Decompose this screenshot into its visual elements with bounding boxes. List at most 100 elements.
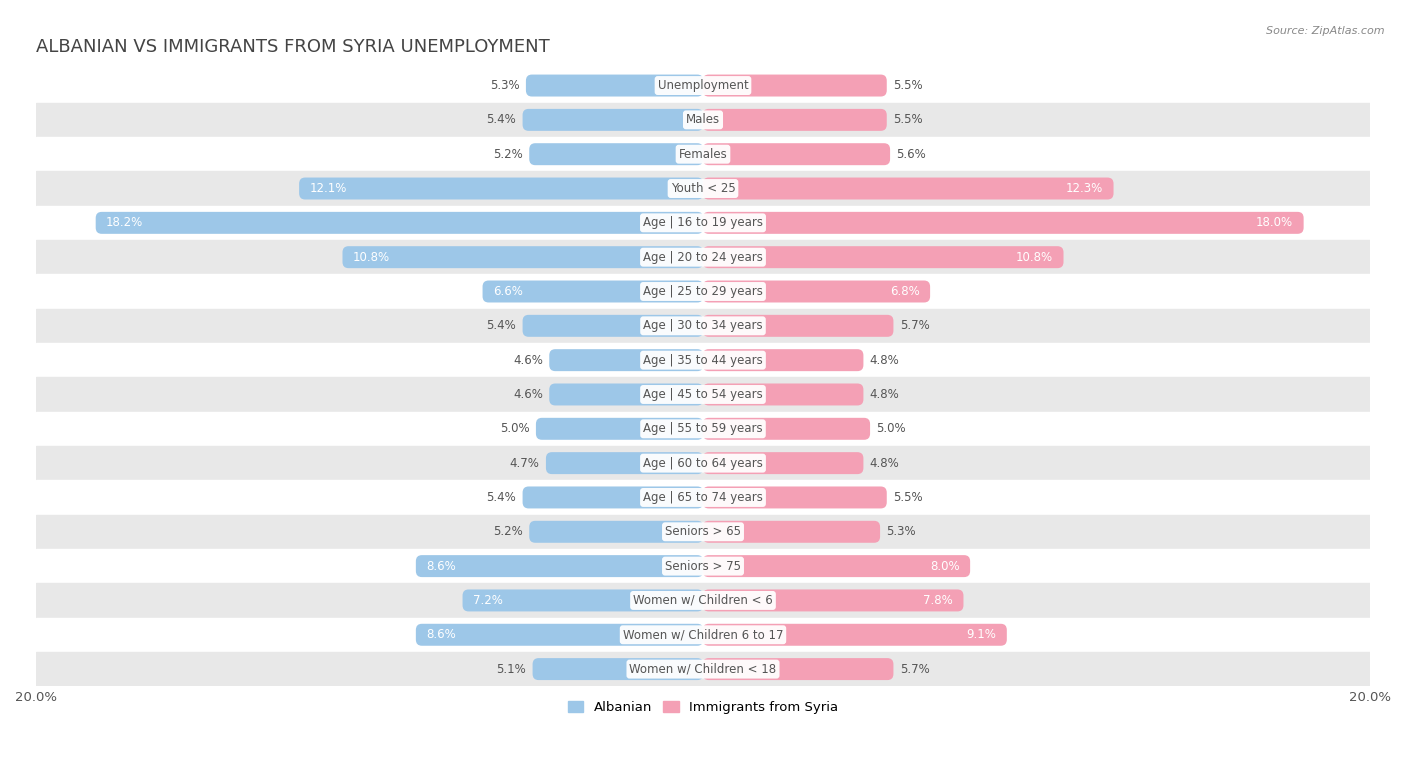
FancyBboxPatch shape [703, 521, 880, 543]
Text: 4.8%: 4.8% [870, 354, 900, 366]
Bar [37, 515, 1369, 549]
Text: 5.7%: 5.7% [900, 662, 929, 675]
Bar [37, 103, 1369, 137]
FancyBboxPatch shape [546, 452, 703, 474]
FancyBboxPatch shape [523, 487, 703, 509]
Text: 9.1%: 9.1% [966, 628, 997, 641]
FancyBboxPatch shape [533, 658, 703, 680]
Text: 5.2%: 5.2% [494, 525, 523, 538]
Text: 5.0%: 5.0% [501, 422, 530, 435]
Text: 5.0%: 5.0% [876, 422, 905, 435]
Text: 10.8%: 10.8% [353, 251, 389, 263]
Bar [37, 652, 1369, 687]
Text: 18.0%: 18.0% [1256, 217, 1294, 229]
Text: 7.8%: 7.8% [924, 594, 953, 607]
FancyBboxPatch shape [703, 143, 890, 165]
Text: 18.2%: 18.2% [105, 217, 143, 229]
FancyBboxPatch shape [482, 281, 703, 303]
Text: 8.6%: 8.6% [426, 628, 456, 641]
Text: Age | 65 to 74 years: Age | 65 to 74 years [643, 491, 763, 504]
Text: Women w/ Children < 6: Women w/ Children < 6 [633, 594, 773, 607]
Bar [37, 206, 1369, 240]
FancyBboxPatch shape [529, 521, 703, 543]
Text: Women w/ Children < 18: Women w/ Children < 18 [630, 662, 776, 675]
Text: Source: ZipAtlas.com: Source: ZipAtlas.com [1267, 26, 1385, 36]
Text: Unemployment: Unemployment [658, 79, 748, 92]
Text: Females: Females [679, 148, 727, 160]
FancyBboxPatch shape [463, 590, 703, 612]
FancyBboxPatch shape [550, 384, 703, 406]
Text: 4.8%: 4.8% [870, 388, 900, 401]
FancyBboxPatch shape [416, 624, 703, 646]
Bar [37, 171, 1369, 206]
Text: 8.6%: 8.6% [426, 559, 456, 572]
Text: Age | 35 to 44 years: Age | 35 to 44 years [643, 354, 763, 366]
Bar [37, 549, 1369, 584]
FancyBboxPatch shape [343, 246, 703, 268]
Text: 4.8%: 4.8% [870, 456, 900, 469]
FancyBboxPatch shape [703, 246, 1063, 268]
Text: 8.0%: 8.0% [931, 559, 960, 572]
Text: Youth < 25: Youth < 25 [671, 182, 735, 195]
Bar [37, 68, 1369, 103]
FancyBboxPatch shape [703, 315, 893, 337]
FancyBboxPatch shape [703, 658, 893, 680]
Text: 5.5%: 5.5% [893, 114, 922, 126]
FancyBboxPatch shape [703, 212, 1303, 234]
Legend: Albanian, Immigrants from Syria: Albanian, Immigrants from Syria [568, 701, 838, 714]
Text: Seniors > 65: Seniors > 65 [665, 525, 741, 538]
Text: 5.6%: 5.6% [897, 148, 927, 160]
Text: 5.2%: 5.2% [494, 148, 523, 160]
FancyBboxPatch shape [523, 109, 703, 131]
FancyBboxPatch shape [703, 624, 1007, 646]
FancyBboxPatch shape [703, 590, 963, 612]
Text: 4.6%: 4.6% [513, 388, 543, 401]
Text: Age | 45 to 54 years: Age | 45 to 54 years [643, 388, 763, 401]
Text: 6.8%: 6.8% [890, 285, 920, 298]
Text: 12.1%: 12.1% [309, 182, 347, 195]
Text: 12.3%: 12.3% [1066, 182, 1104, 195]
Text: Males: Males [686, 114, 720, 126]
FancyBboxPatch shape [703, 281, 931, 303]
Bar [37, 446, 1369, 480]
FancyBboxPatch shape [536, 418, 703, 440]
Bar [37, 584, 1369, 618]
Text: 5.3%: 5.3% [489, 79, 520, 92]
Text: 5.3%: 5.3% [886, 525, 917, 538]
FancyBboxPatch shape [703, 349, 863, 371]
Text: Women w/ Children 6 to 17: Women w/ Children 6 to 17 [623, 628, 783, 641]
FancyBboxPatch shape [703, 384, 863, 406]
Text: Age | 16 to 19 years: Age | 16 to 19 years [643, 217, 763, 229]
FancyBboxPatch shape [523, 315, 703, 337]
Bar [37, 412, 1369, 446]
Bar [37, 274, 1369, 309]
Text: 5.7%: 5.7% [900, 319, 929, 332]
Text: 4.6%: 4.6% [513, 354, 543, 366]
Text: 5.4%: 5.4% [486, 491, 516, 504]
Text: 5.4%: 5.4% [486, 319, 516, 332]
FancyBboxPatch shape [703, 418, 870, 440]
Text: Age | 20 to 24 years: Age | 20 to 24 years [643, 251, 763, 263]
Text: 7.2%: 7.2% [472, 594, 503, 607]
Text: Age | 60 to 64 years: Age | 60 to 64 years [643, 456, 763, 469]
Text: 5.5%: 5.5% [893, 79, 922, 92]
FancyBboxPatch shape [299, 178, 703, 200]
FancyBboxPatch shape [703, 452, 863, 474]
FancyBboxPatch shape [703, 74, 887, 97]
FancyBboxPatch shape [550, 349, 703, 371]
Text: Seniors > 75: Seniors > 75 [665, 559, 741, 572]
Bar [37, 240, 1369, 274]
FancyBboxPatch shape [526, 74, 703, 97]
Bar [37, 309, 1369, 343]
FancyBboxPatch shape [703, 109, 887, 131]
FancyBboxPatch shape [703, 178, 1114, 200]
Text: 4.7%: 4.7% [510, 456, 540, 469]
Bar [37, 377, 1369, 412]
Text: Age | 55 to 59 years: Age | 55 to 59 years [643, 422, 763, 435]
Text: 5.4%: 5.4% [486, 114, 516, 126]
Bar [37, 618, 1369, 652]
FancyBboxPatch shape [703, 487, 887, 509]
FancyBboxPatch shape [703, 555, 970, 577]
FancyBboxPatch shape [416, 555, 703, 577]
FancyBboxPatch shape [96, 212, 703, 234]
